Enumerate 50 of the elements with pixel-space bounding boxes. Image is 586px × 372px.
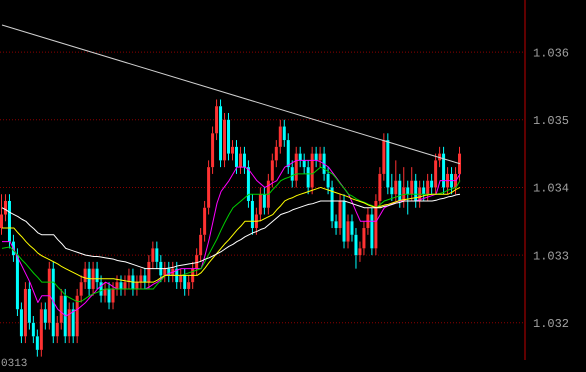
candlestick [40, 302, 43, 358]
candlestick [72, 302, 75, 344]
candlestick [36, 329, 39, 358]
candlestick [68, 302, 71, 344]
y-tick-label: 1.034 [533, 182, 570, 196]
candlestick [44, 302, 47, 330]
candlestick [366, 207, 370, 236]
candlestick [215, 98, 218, 141]
candlestick [282, 119, 286, 148]
candlestick [370, 207, 374, 256]
candlestick [231, 140, 234, 161]
candlestick [242, 146, 246, 174]
candlestick [28, 282, 31, 330]
candlestick [274, 140, 278, 168]
candlestick [4, 194, 7, 222]
candlestick [48, 261, 51, 330]
candlestick [346, 214, 350, 249]
candlestick [294, 146, 298, 188]
candlestick [88, 261, 91, 296]
candlestick [0, 194, 3, 236]
candlestick [24, 282, 27, 344]
candlestick [52, 261, 55, 344]
candlestick [223, 112, 226, 168]
candlestick [203, 200, 206, 242]
candlestick [211, 126, 214, 174]
candlestick [354, 228, 358, 270]
candlestick [227, 112, 230, 161]
candlestick [330, 180, 334, 229]
y-tick-label: 1.036 [533, 46, 570, 60]
candlestick [219, 98, 222, 168]
candlestick [266, 173, 270, 216]
y-tick-label: 1.033 [533, 249, 570, 264]
y-tick-label: 1.035 [533, 114, 570, 128]
candlestick [20, 302, 23, 344]
candlestick [76, 288, 79, 344]
candlestick [382, 132, 386, 182]
candlestick [96, 261, 99, 290]
candlestick [207, 160, 210, 216]
candlestick [84, 261, 87, 290]
candlestick [358, 241, 362, 262]
candlestick [374, 194, 378, 256]
annotation: 0313 [1, 358, 28, 371]
candlestick [278, 119, 282, 154]
y-tick-label: 1.032 [533, 317, 570, 332]
candlestick [334, 214, 338, 236]
candlestick [386, 132, 390, 195]
candlestick [32, 316, 35, 344]
candlestick [238, 146, 242, 174]
candlestick [350, 214, 354, 242]
candlestick [246, 160, 250, 208]
